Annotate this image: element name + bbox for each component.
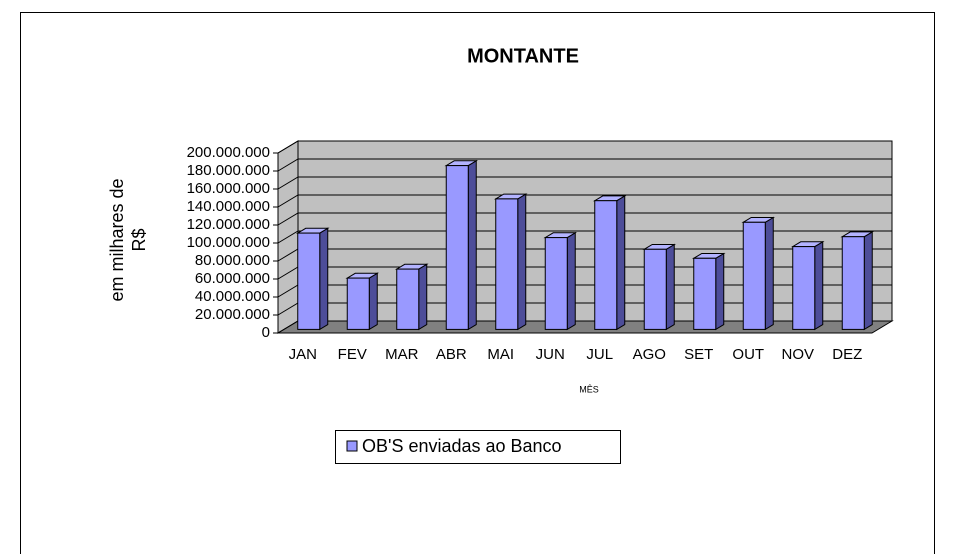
bar (840, 231, 875, 331)
bar-front (693, 257, 717, 330)
bar (295, 227, 330, 331)
y-tick-label: 120.000.000 (187, 216, 270, 233)
y-tick-label: 160.000.000 (187, 180, 270, 197)
bar-side (467, 159, 477, 331)
bar-front (297, 232, 321, 330)
bar-side (368, 272, 378, 331)
bar-side (616, 195, 626, 331)
bar-front (445, 165, 469, 330)
bar-side (517, 193, 527, 331)
bar (592, 195, 627, 331)
y-tick-label: 200.000.000 (187, 144, 270, 161)
bar (543, 231, 578, 331)
bar-front (495, 198, 519, 330)
x-tick-label: NOV (781, 346, 814, 363)
bar (790, 240, 825, 331)
bar (493, 193, 528, 331)
bar-front (396, 268, 420, 330)
bar (345, 272, 380, 331)
y-tick-label: 80.000.000 (195, 252, 270, 269)
grid-line (277, 140, 892, 154)
x-tick-label: OUT (732, 346, 764, 363)
bar-front (742, 221, 766, 330)
grid-line (277, 212, 892, 226)
bar-side (665, 243, 675, 331)
x-tick-label: JAN (289, 346, 317, 363)
grid-line (277, 158, 892, 172)
x-tick-label: SET (684, 346, 713, 363)
chart-title: MONTANTE (467, 45, 579, 67)
bar-side (814, 240, 824, 331)
bar-side (566, 231, 576, 331)
bar (444, 159, 479, 331)
bar (642, 243, 677, 331)
y-tick-label: 100.000.000 (187, 234, 270, 251)
x-tick-label: DEZ (832, 346, 862, 363)
x-tick-label: FEV (338, 346, 367, 363)
y-tick-label: 60.000.000 (195, 270, 270, 287)
bar-front (544, 237, 568, 330)
bar (741, 216, 776, 331)
bar-front (792, 246, 816, 330)
x-tick-label: AGO (633, 346, 666, 363)
legend-label: OB'S enviadas ao Banco (362, 436, 562, 456)
bar-side (863, 231, 873, 331)
y-tick-label: 180.000.000 (187, 162, 270, 179)
x-tick-label: MAI (487, 346, 514, 363)
grid-line (277, 194, 892, 208)
legend-box (335, 430, 621, 464)
bar-front (594, 200, 618, 330)
x-tick-label: JUL (586, 346, 613, 363)
x-tick-label: JUN (536, 346, 565, 363)
grid-line (277, 176, 892, 190)
x-tick-label: MAR (385, 346, 419, 363)
bar (394, 263, 429, 331)
bar-side (715, 252, 725, 331)
bar-side (764, 216, 774, 331)
bar-front (346, 277, 370, 330)
grid-line (277, 230, 892, 244)
bar-front (643, 248, 667, 330)
y-tick-label: 140.000.000 (187, 198, 270, 215)
legend-swatch (346, 440, 358, 452)
bar-front (841, 236, 865, 330)
bar-side (319, 227, 329, 331)
bar-side (418, 263, 428, 331)
bar (691, 252, 726, 331)
y-tick-label: 20.000.000 (195, 306, 270, 323)
y-tick-label: 0 (262, 324, 270, 341)
y-axis-label: em milhares de R$ (107, 178, 149, 301)
x-tick-label: ABR (436, 346, 467, 363)
y-tick-label: 40.000.000 (195, 288, 270, 305)
x-axis-label: MÊS (579, 384, 599, 394)
